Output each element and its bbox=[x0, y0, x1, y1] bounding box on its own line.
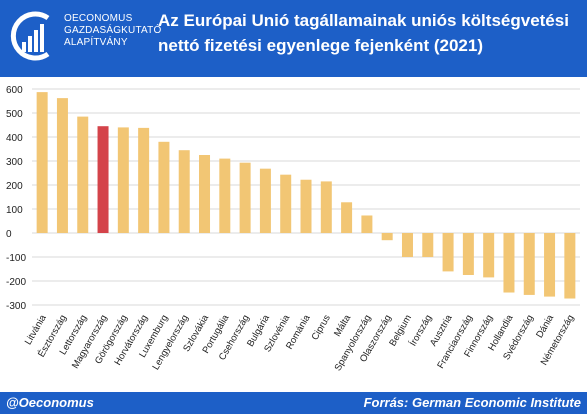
y-tick-label: 600 bbox=[6, 85, 23, 96]
bar bbox=[219, 158, 231, 233]
bar bbox=[320, 181, 332, 233]
bar bbox=[158, 141, 170, 233]
chart-title: Az Európai Unió tagállamainak uniós költ… bbox=[158, 8, 583, 58]
bar bbox=[259, 168, 271, 233]
logo-wordmark: OECONOMUS GAZDASÁGKUTATÓ ALAPÍTVÁNY bbox=[64, 13, 161, 49]
y-tick-label: -200 bbox=[6, 277, 26, 288]
bar bbox=[503, 233, 515, 293]
bar bbox=[462, 233, 474, 275]
bar bbox=[56, 98, 68, 234]
footer-handle: @Oeconomus bbox=[6, 395, 94, 410]
y-tick-label: 200 bbox=[6, 181, 23, 192]
y-tick-label: 300 bbox=[6, 157, 23, 168]
footer-source: Forrás: German Economic Institute bbox=[363, 395, 581, 410]
chart-title-line-1: Az Európai Unió tagállamainak uniós költ… bbox=[158, 11, 569, 30]
bar bbox=[361, 215, 373, 233]
bar bbox=[97, 126, 109, 233]
bar bbox=[564, 233, 576, 299]
footer-bar: @Oeconomus Forrás: German Economic Insti… bbox=[0, 392, 587, 414]
y-tick-label: 400 bbox=[6, 133, 23, 144]
category-labels: LitvániaÉsztországLettországMagyarország… bbox=[23, 312, 577, 373]
logo-line: ALAPÍTVÁNY bbox=[64, 37, 128, 48]
bar bbox=[199, 155, 211, 233]
bar bbox=[36, 92, 48, 234]
logo-line: OECONOMUS bbox=[64, 13, 133, 24]
bar bbox=[523, 233, 535, 295]
oeconomus-logo-icon bbox=[10, 11, 50, 61]
y-tick-label: 0 bbox=[6, 229, 12, 240]
bar bbox=[422, 233, 434, 257]
bar bbox=[138, 127, 150, 233]
bar bbox=[239, 162, 251, 233]
bar bbox=[300, 179, 312, 233]
y-tick-label: 100 bbox=[6, 205, 23, 216]
bar bbox=[442, 233, 454, 272]
chart-title-line-2: nettó fizetési egyenlege fejenként (2021… bbox=[158, 36, 483, 55]
y-tick-label: 500 bbox=[6, 109, 23, 120]
bar bbox=[77, 116, 89, 233]
y-tick-label: -100 bbox=[6, 253, 26, 264]
bar-chart: -300 -200 -100 0 100 200 300 400 500 600 Litvánia… bbox=[6, 85, 580, 373]
category-label: Ciprus bbox=[310, 313, 333, 342]
bar bbox=[381, 233, 393, 241]
bar bbox=[341, 202, 353, 233]
bar bbox=[544, 233, 556, 297]
logo-line: GAZDASÁGKUTATÓ bbox=[64, 25, 162, 36]
bars bbox=[36, 92, 576, 299]
bar bbox=[178, 150, 190, 233]
y-tick-label: -300 bbox=[6, 301, 26, 312]
bar bbox=[280, 174, 292, 233]
y-axis-ticks: -300 -200 -100 0 100 200 300 400 500 600 bbox=[6, 85, 26, 312]
bar bbox=[401, 233, 413, 257]
header-banner: OECONOMUS GAZDASÁGKUTATÓ ALAPÍTVÁNY Az E… bbox=[0, 0, 587, 77]
bar bbox=[117, 127, 129, 233]
bar bbox=[483, 233, 495, 278]
